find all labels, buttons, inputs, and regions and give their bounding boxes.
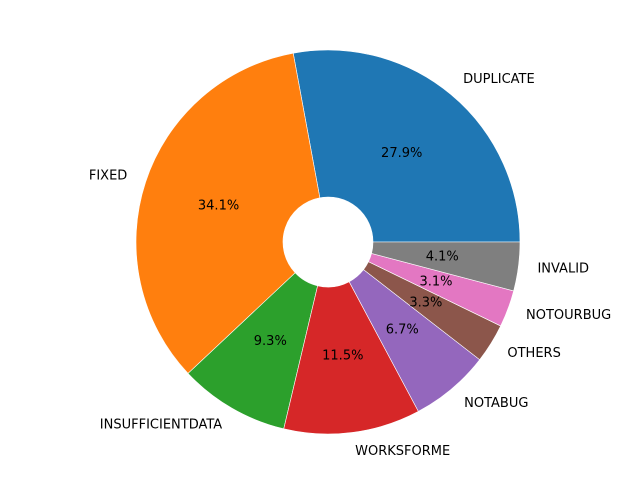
category-label-others: OTHERS [507, 346, 560, 361]
slice-insufficientdata [187, 272, 318, 430]
slices-layer [135, 49, 521, 435]
category-label-notourbug: NOTOURBUG [526, 308, 611, 323]
pct-label-insufficientdata: 9.3% [254, 334, 287, 349]
pct-label-others: 3.3% [409, 295, 442, 310]
pct-label-notabug: 6.7% [386, 323, 419, 338]
category-label-insufficientdata: INSUFFICIENTDATA [100, 417, 223, 432]
category-label-invalid: INVALID [537, 262, 589, 277]
category-label-duplicate: DUPLICATE [463, 72, 535, 87]
slice-duplicate [292, 49, 521, 243]
category-label-notabug: NOTABUG [464, 396, 528, 411]
percentage-labels-layer: 27.9% 34.1% 9.3% 11.5% 6.7% 3.3% 3.1% 4.1% [198, 146, 459, 364]
category-labels-layer: DUPLICATE FIXED INSUFFICIENTDATA WORKSFORME… [89, 72, 611, 459]
slice-fixed [135, 52, 321, 374]
slice-invalid [371, 241, 521, 292]
category-label-fixed: FIXED [89, 169, 127, 184]
slice-worksforme [283, 281, 419, 435]
pct-label-fixed: 34.1% [198, 199, 239, 214]
pct-label-notourbug: 3.1% [420, 275, 453, 290]
pct-label-invalid: 4.1% [426, 249, 459, 264]
category-label-worksforme: WORKSFORME [355, 444, 450, 459]
pct-label-duplicate: 27.9% [381, 146, 422, 161]
pct-label-worksforme: 11.5% [322, 349, 363, 364]
